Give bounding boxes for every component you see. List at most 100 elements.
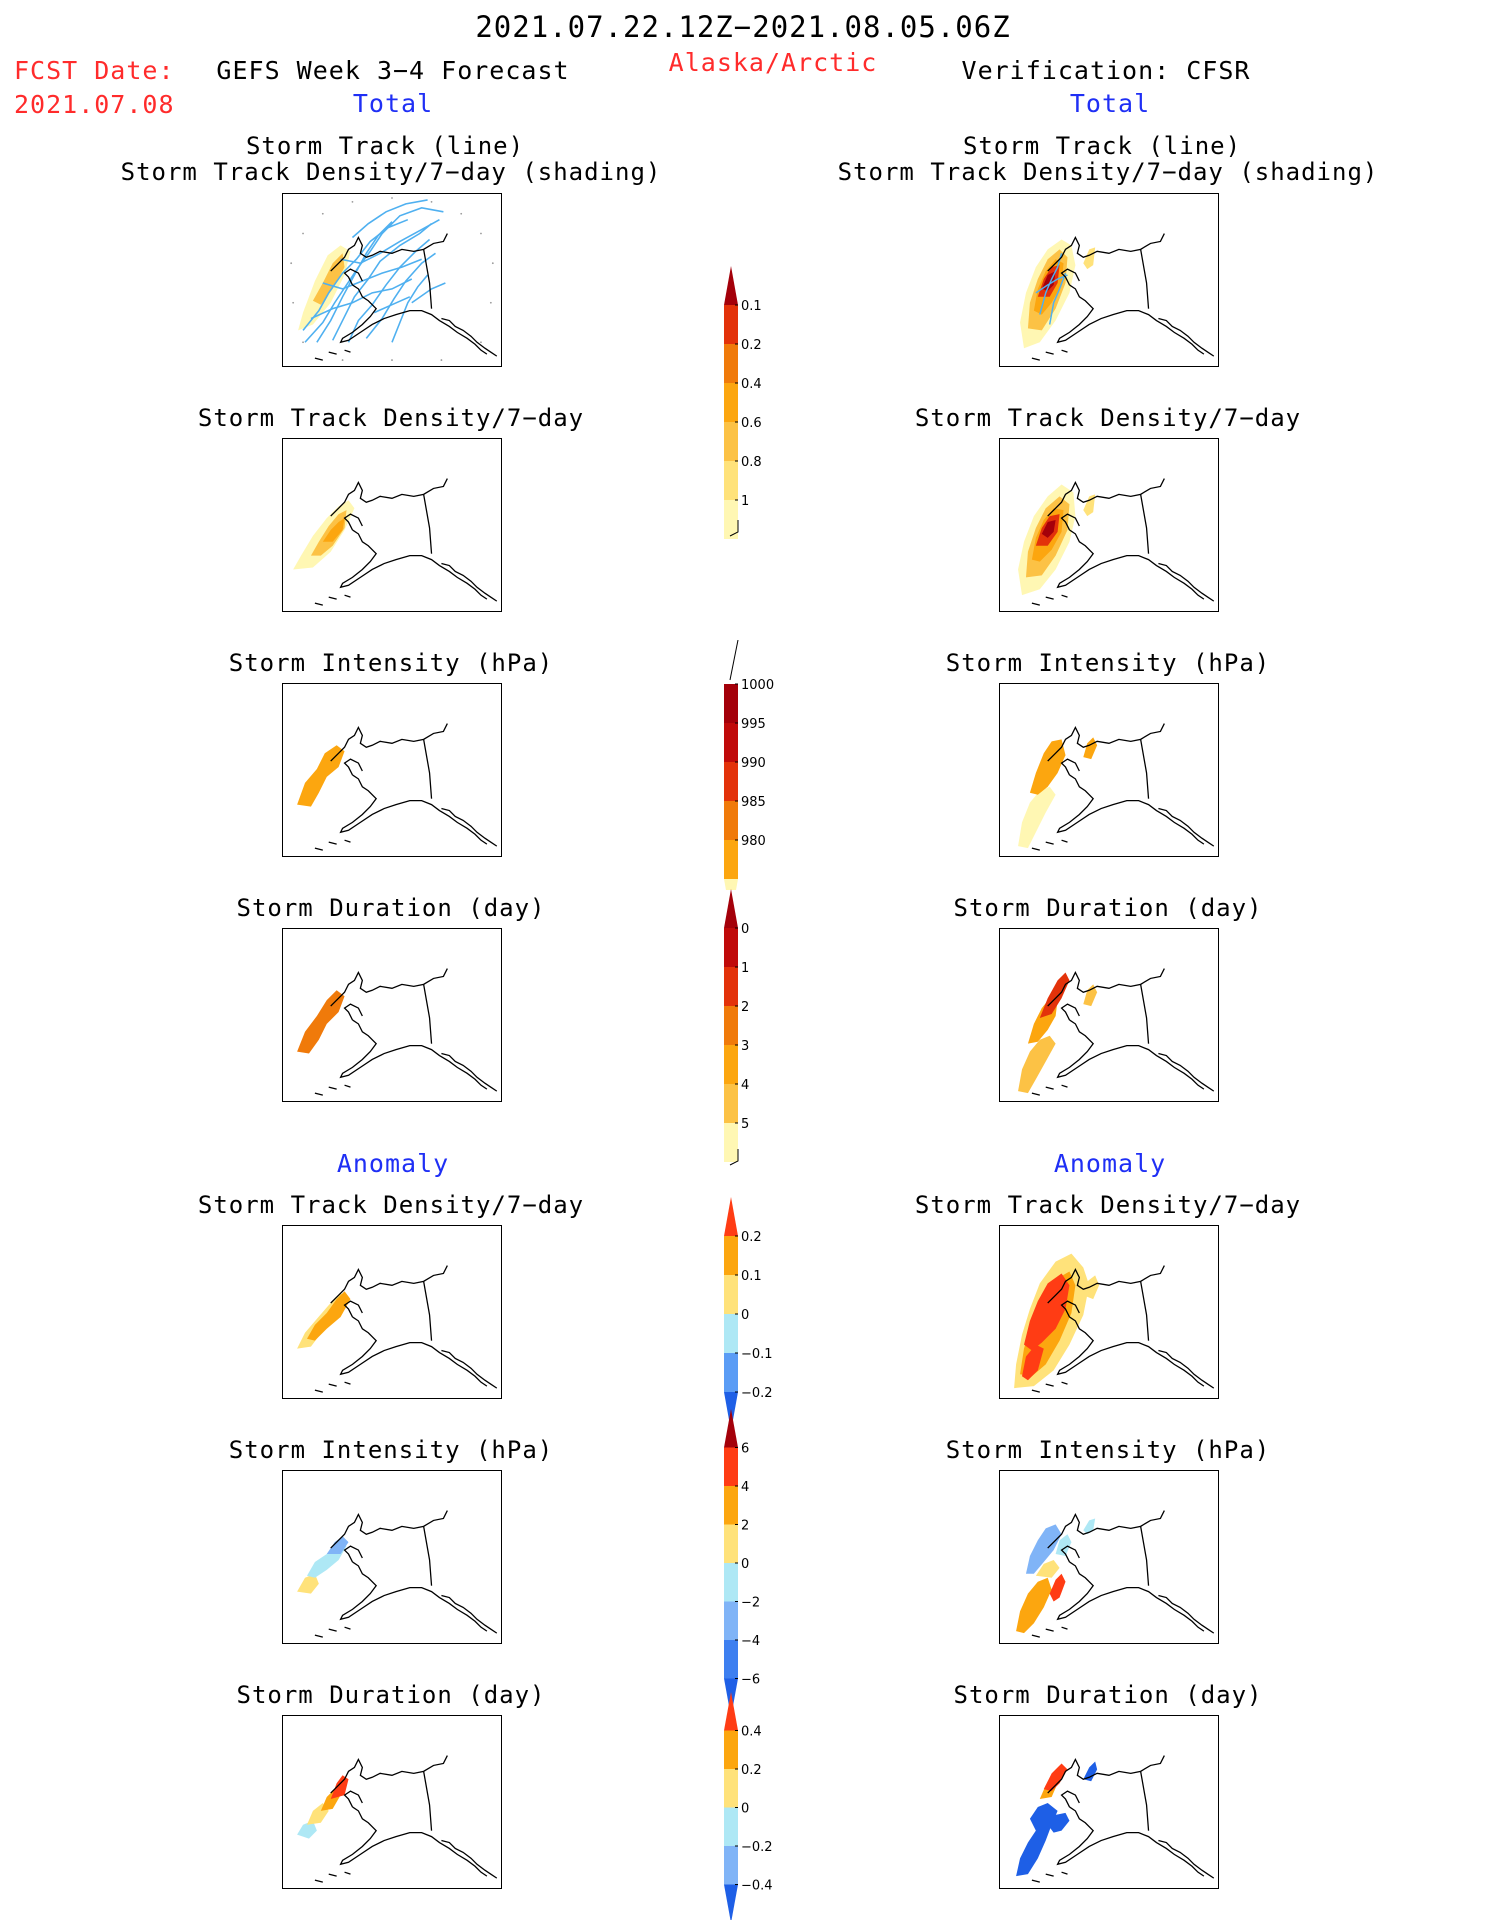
intensity-shading (1029, 739, 1066, 795)
colorbar-label: 1000 (741, 678, 774, 693)
map-intensity-forecast-svg (297, 723, 498, 851)
colorbar-segment (724, 1692, 738, 1731)
colorbar-segment (724, 305, 738, 344)
map-duration-forecast-svg (297, 968, 498, 1096)
panel-title-track-line-left: Storm Track (line) (245, 132, 525, 160)
colorbar-label: 6 (741, 1442, 749, 1457)
colorbar-segment (724, 1807, 738, 1846)
colorbar-label: 0 (741, 1557, 749, 1572)
coastline (1031, 1265, 1215, 1393)
coastline (1031, 968, 1215, 1096)
colorbar-label: −6 (741, 1673, 760, 1688)
colorbar-segment (724, 1563, 738, 1602)
map-intensity-anom-verification-svg (1016, 1510, 1215, 1638)
anomaly-label-right: Anomaly (1053, 1149, 1167, 1178)
colorbar-segment (724, 1884, 738, 1920)
panel-title-duration-anom-left: Storm Duration (day) (236, 1681, 546, 1709)
colorbar-segment (724, 889, 738, 928)
map-density-verification (999, 438, 1219, 612)
panel-title-intensity-left: Storm Intensity (hPa) (228, 649, 554, 677)
duration-shading-light (1018, 1035, 1056, 1094)
panel-title-duration-left: Storm Duration (day) (236, 894, 546, 922)
colorbar-segment (724, 840, 738, 879)
colorbar-intensity: 1000 995 990 985 980 (724, 640, 774, 890)
anomaly-shading-yellow (297, 1573, 319, 1594)
density-shading-5 (1041, 520, 1056, 538)
map-intensity-anom-forecast (282, 1470, 502, 1644)
colorbar-label: 990 (741, 756, 766, 771)
colorbar-label: 0.4 (741, 377, 762, 392)
map-boundary-dots (290, 197, 494, 361)
map-intensity-anom-verification (999, 1470, 1219, 1644)
colorbar-segment (724, 762, 738, 801)
period-title: 2021.07.22.12Z−2021.08.05.06Z (475, 10, 1011, 44)
panel-title-intensity-anom-left: Storm Intensity (hPa) (228, 1436, 554, 1464)
colorbar-label: 0.2 (741, 338, 762, 353)
colorbar-segment (724, 1486, 738, 1525)
coastline (314, 478, 498, 606)
map-density-anom-verification-svg (1014, 1253, 1215, 1393)
coastline (314, 968, 498, 1096)
colorbar-label: 995 (741, 717, 766, 732)
map-intensity-anom-forecast-svg (297, 1510, 498, 1638)
colorbar-duration-anomaly: 0.4 0.2 0 −0.2 −0.4 (724, 1692, 773, 1920)
colorbar-label: 0 (741, 922, 749, 937)
colorbar-segment (724, 723, 738, 762)
colorbar-label: −0.4 (741, 1879, 773, 1894)
colorbar-density: 0.1 0.2 0.4 0.6 0.8 1 (724, 266, 762, 539)
colorbar-segment (724, 266, 738, 305)
colorbar-segment (724, 1275, 738, 1314)
colorbar-segment (724, 500, 738, 539)
colorbar-segment (724, 1006, 738, 1045)
density-shading-east (1083, 247, 1096, 270)
coastline (1031, 233, 1215, 361)
map-density-forecast (282, 438, 502, 612)
colorbar-label: 0.1 (741, 1269, 762, 1284)
coastline (314, 1755, 498, 1883)
panel-title-intensity-anom-right: Storm Intensity (hPa) (945, 1436, 1271, 1464)
map-duration-anom-forecast-svg (297, 1755, 498, 1883)
duration-shading-red (1039, 972, 1070, 1018)
coastline (1031, 723, 1215, 851)
map-track-forecast (282, 193, 502, 367)
anomaly-shading-blue-2 (1047, 1812, 1070, 1833)
anomaly-label-left: Anomaly (336, 1149, 450, 1178)
colorbar-label: −2 (741, 1596, 760, 1611)
panel-title-track-shading-right: Storm Track Density/7−day (shading) (837, 158, 1379, 186)
colorbar-label: 0.8 (741, 455, 762, 470)
anomaly-shading-cyan (297, 1820, 317, 1839)
map-density-anom-forecast-svg (297, 1265, 498, 1393)
anomaly-shading-red-2 (1022, 1344, 1044, 1381)
colorbar-label: 3 (741, 1039, 749, 1054)
colorbar-segment (724, 1730, 738, 1769)
coastline (314, 723, 498, 851)
map-intensity-verification-svg (1018, 723, 1215, 851)
colorbar-segment (724, 344, 738, 383)
storm-track-lines (302, 199, 446, 343)
intensity-shading-east (1083, 737, 1098, 760)
colorbar-segment (724, 1846, 738, 1885)
intensity-shading-light (1018, 786, 1056, 849)
colorbar-segment (724, 1447, 738, 1486)
colorbar-segment (724, 1123, 738, 1162)
storm-track-lines (1035, 253, 1068, 325)
colorbar-intensity-anomaly: 6 4 2 0 −2 −4 −6 (724, 1409, 760, 1715)
colorbar-segment (724, 1045, 738, 1084)
colorbar-density-anomaly: 0.2 0.1 0 −0.1 −0.2 (724, 1197, 773, 1431)
panel-title-density-anom-right: Storm Track Density/7−day (914, 1191, 1302, 1219)
colorbar-segment (724, 928, 738, 967)
colorbar-segment (724, 1409, 738, 1448)
coastline (314, 233, 498, 361)
colorbar-label: 0 (741, 1308, 749, 1323)
fcst-label: FCST Date: (14, 56, 175, 85)
density-shading-inner (312, 253, 345, 305)
colorbar-stem (729, 520, 739, 537)
colorbar-label: −0.2 (741, 1386, 773, 1401)
anomaly-shading-red (1043, 1763, 1068, 1792)
anomaly-shading-red (330, 1775, 349, 1800)
colorbar-stem (729, 640, 739, 681)
map-track-forecast-svg (290, 197, 498, 361)
colorbar-segment (724, 422, 738, 461)
map-duration-anom-verification-svg (1016, 1755, 1215, 1883)
colorbar-label: 985 (741, 795, 766, 810)
